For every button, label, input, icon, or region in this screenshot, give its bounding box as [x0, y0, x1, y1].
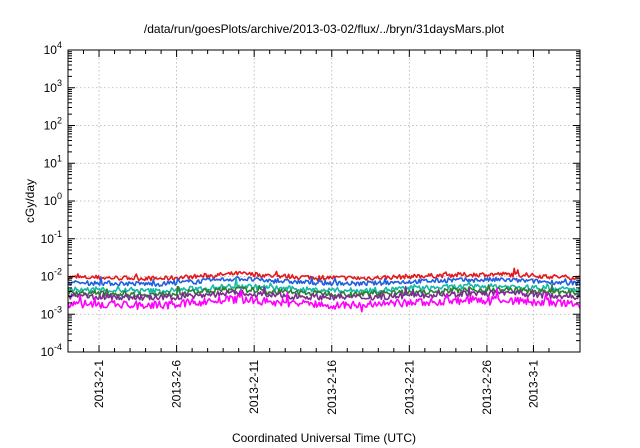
series-line-1	[67, 267, 581, 282]
series-line-5	[67, 285, 581, 301]
x-tick-labels: 2013-2-1 2013-2-6 2013-2-11 2013-2-16 2013-2…	[92, 360, 540, 415]
series-line-2	[67, 276, 581, 287]
y-tick-label: 102	[44, 116, 62, 133]
y-tick-labels: 10-4 10-3 10-2 10-1 100 101 102 103 104	[41, 40, 62, 359]
y-tick-label: 103	[44, 78, 62, 95]
y-axis-label: cGy/day	[23, 179, 37, 223]
x-tick-label: 2013-3-1	[526, 360, 540, 408]
x-tick-label: 2013-2-26	[480, 360, 494, 415]
chart-title: /data/run/goesPlots/archive/2013-03-02/f…	[144, 22, 505, 36]
series-line-6	[67, 287, 581, 313]
y-tick-label: 104	[44, 40, 62, 57]
y-tick-label: 10-2	[41, 267, 62, 284]
y-tick-label: 100	[44, 191, 62, 208]
x-axis-label: Coordinated Universal Time (UTC)	[232, 431, 416, 445]
y-tick-label: 10-4	[41, 342, 62, 359]
x-tick-label: 2013-2-16	[325, 360, 339, 415]
y-tick-label: 10-3	[41, 304, 62, 321]
x-tick-label: 2013-2-11	[247, 360, 261, 414]
y-tick-label: 10-1	[41, 229, 62, 246]
y-tick-label: 101	[44, 153, 62, 170]
x-tick-label: 2013-2-21	[402, 360, 416, 415]
x-tick-label: 2013-2-1	[92, 360, 106, 408]
series-line-3	[67, 277, 581, 295]
x-tick-label: 2013-2-6	[170, 360, 184, 408]
series-lines	[67, 267, 581, 313]
plot-frame	[67, 49, 581, 353]
